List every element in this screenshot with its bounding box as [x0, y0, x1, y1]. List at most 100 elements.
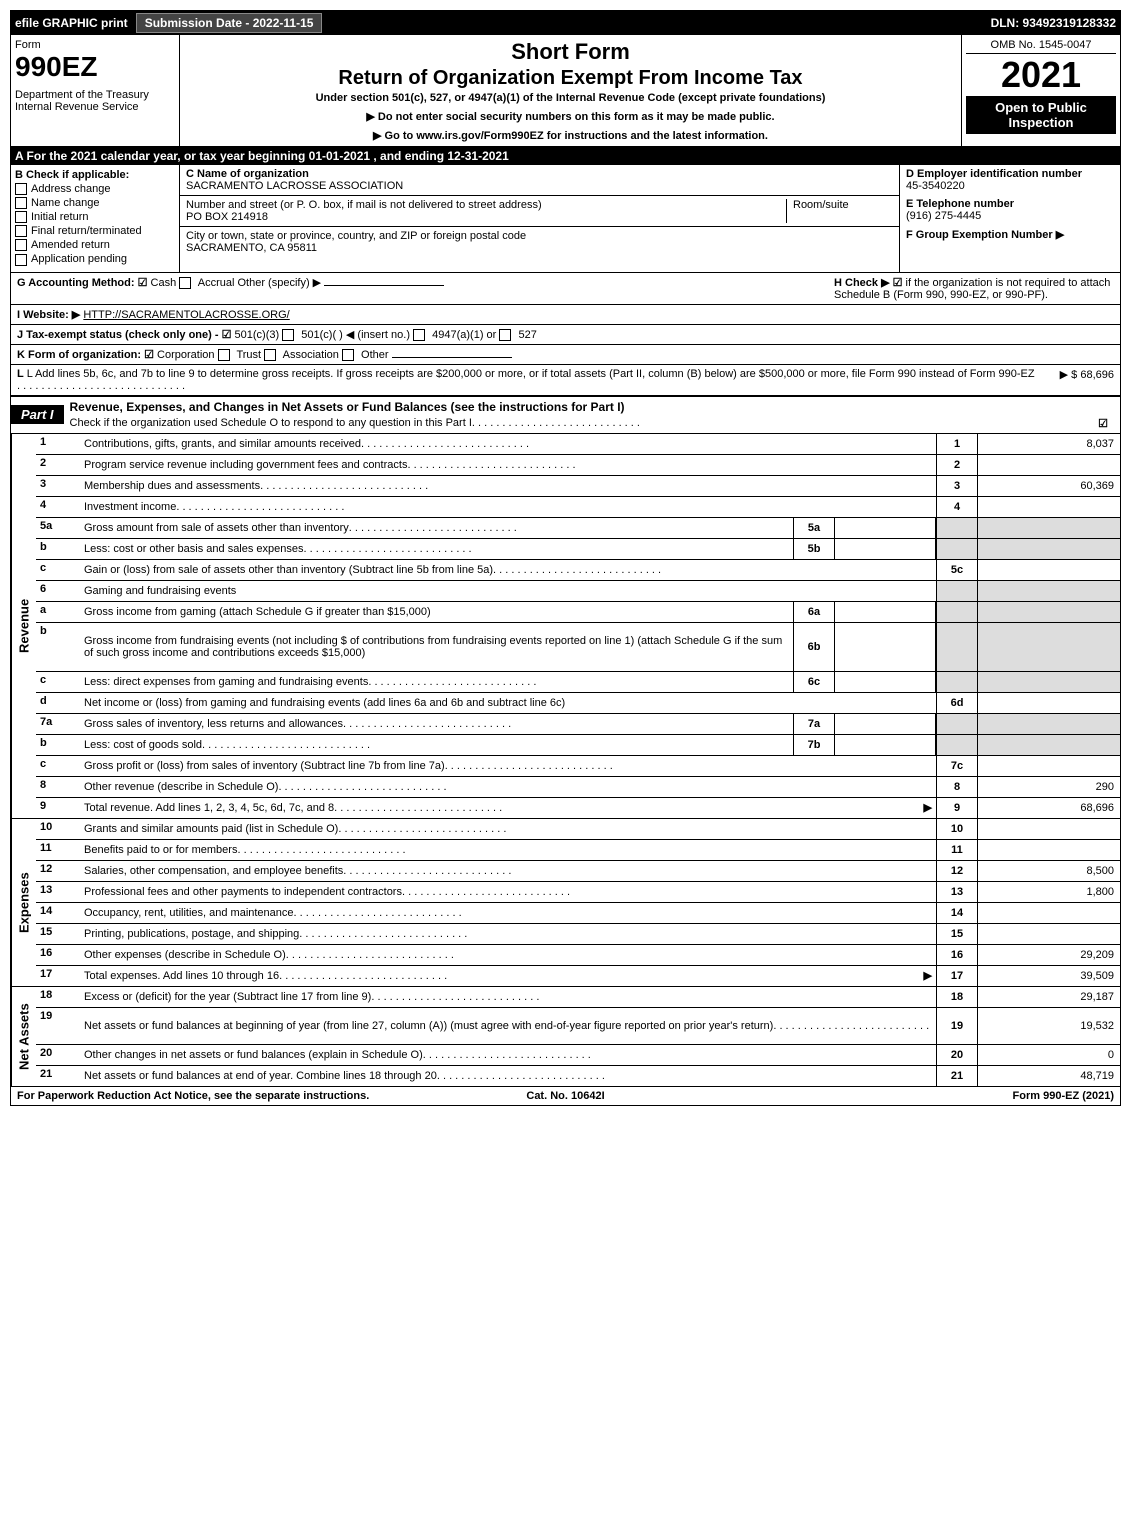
line-3-amount: 60,369 — [977, 476, 1120, 496]
tel-value: (916) 275-4445 — [906, 210, 981, 222]
501c3-check: ☑ — [222, 329, 232, 341]
accrual-label: Accrual — [198, 277, 235, 289]
line-9: 9 Total revenue. Add lines 1, 2, 3, 4, 5… — [36, 798, 1120, 818]
header-left: Form 990EZ Department of the Treasury In… — [11, 35, 180, 146]
form-header: Form 990EZ Department of the Treasury In… — [11, 35, 1120, 147]
cb-final-return[interactable]: Final return/terminated — [15, 225, 175, 237]
group-exempt-label: F Group Exemption Number ▶ — [906, 229, 1064, 241]
ein-value: 45-3540220 — [906, 180, 965, 192]
tel-label: E Telephone number — [906, 198, 1014, 210]
header-center: Short Form Return of Organization Exempt… — [180, 35, 961, 146]
submission-date: Submission Date - 2022-11-15 — [136, 13, 323, 33]
cb-initial-return[interactable]: Initial return — [15, 211, 175, 223]
assoc-check[interactable] — [264, 349, 276, 361]
501c-check[interactable] — [282, 329, 294, 341]
line-9-amount: 68,696 — [977, 798, 1120, 818]
tax-year: 2021 — [966, 54, 1116, 96]
line-19: 19 Net assets or fund balances at beginn… — [36, 1008, 1120, 1045]
cb-name-change[interactable]: Name change — [15, 197, 175, 209]
footer-formid: Form 990-EZ (2021) — [748, 1090, 1114, 1102]
room-label: Room/suite — [793, 199, 849, 211]
website-label: I Website: ▶ — [17, 309, 80, 321]
section-d: D Employer identification number 45-3540… — [899, 165, 1120, 272]
footer-left: For Paperwork Reduction Act Notice, see … — [17, 1090, 383, 1102]
line-13-amount: 1,800 — [977, 882, 1120, 902]
line-2-amount — [977, 455, 1120, 475]
netassets-section: Net Assets 18 Excess or (deficit) for th… — [11, 987, 1120, 1087]
line-12: 12 Salaries, other compensation, and emp… — [36, 861, 1120, 882]
line-6b: b Gross income from fundraising events (… — [36, 623, 1120, 672]
line-5a: 5a Gross amount from sale of assets othe… — [36, 518, 1120, 539]
tax-exempt-label: J Tax-exempt status (check only one) - — [17, 329, 219, 341]
department-label: Department of the Treasury Internal Reve… — [15, 89, 175, 113]
accrual-check[interactable] — [179, 277, 191, 289]
gross-receipts-amount: ▶ $ 68,696 — [1050, 368, 1114, 392]
line-21-amount: 48,719 — [977, 1066, 1120, 1086]
ein-row: D Employer identification number 45-3540… — [900, 165, 1120, 195]
cb-application-pending[interactable]: Application pending — [15, 253, 175, 265]
form-word: Form — [15, 39, 175, 51]
group-exempt-row: F Group Exemption Number ▶ — [900, 225, 1120, 244]
line-7a: 7a Gross sales of inventory, less return… — [36, 714, 1120, 735]
city-value: SACRAMENTO, CA 95811 — [186, 242, 317, 254]
cash-check: ☑ — [138, 277, 148, 289]
city-row: City or town, state or province, country… — [180, 227, 899, 257]
line-8: 8 Other revenue (describe in Schedule O)… — [36, 777, 1120, 798]
line-15: 15 Printing, publications, postage, and … — [36, 924, 1120, 945]
cb-address-change[interactable]: Address change — [15, 183, 175, 195]
trust-check[interactable] — [218, 349, 230, 361]
line-21: 21 Net assets or fund balances at end of… — [36, 1066, 1120, 1086]
section-bcd: B Check if applicable: Address change Na… — [11, 165, 1120, 273]
line-19-amount: 19,532 — [977, 1008, 1120, 1044]
main-title: Return of Organization Exempt From Incom… — [190, 67, 951, 90]
section-a: A For the 2021 calendar year, or tax yea… — [11, 147, 1120, 165]
section-i: I Website: ▶ HTTP://SACRAMENTOLACROSSE.O… — [11, 305, 1120, 325]
line-6c: c Less: direct expenses from gaming and … — [36, 672, 1120, 693]
4947-check[interactable] — [413, 329, 425, 341]
line-12-amount: 8,500 — [977, 861, 1120, 881]
line-1-amount: 8,037 — [977, 434, 1120, 454]
city-label: City or town, state or province, country… — [186, 230, 526, 242]
short-form-title: Short Form — [190, 39, 951, 65]
line-11: 11 Benefits paid to or for members 11 — [36, 840, 1120, 861]
schedule-o-check: ☑ — [1098, 417, 1114, 430]
form-org-label: K Form of organization: — [17, 349, 141, 361]
org-name-label: C Name of organization — [186, 168, 309, 180]
cb-amended-return[interactable]: Amended return — [15, 239, 175, 251]
goto-note: ▶ Go to www.irs.gov/Form990EZ for instru… — [190, 129, 951, 142]
revenue-section: Revenue 1 Contributions, gifts, grants, … — [11, 434, 1120, 819]
line-18-amount: 29,187 — [977, 987, 1120, 1007]
section-b: B Check if applicable: Address change Na… — [11, 165, 180, 272]
line-17: 17 Total expenses. Add lines 10 through … — [36, 966, 1120, 986]
part1-title: Revenue, Expenses, and Changes in Net As… — [64, 397, 1120, 417]
other-org-check[interactable] — [342, 349, 354, 361]
section-h-label: H Check ▶ — [834, 277, 890, 289]
line-6a: a Gross income from gaming (attach Sched… — [36, 602, 1120, 623]
expenses-section: Expenses 10 Grants and similar amounts p… — [11, 819, 1120, 987]
line-10: 10 Grants and similar amounts paid (list… — [36, 819, 1120, 840]
527-check[interactable] — [499, 329, 511, 341]
omb-number: OMB No. 1545-0047 — [966, 39, 1116, 54]
under-section: Under section 501(c), 527, or 4947(a)(1)… — [190, 92, 951, 104]
line-18: 18 Excess or (deficit) for the year (Sub… — [36, 987, 1120, 1008]
inspection-label: Open to Public Inspection — [966, 96, 1116, 134]
section-c: C Name of organization SACRAMENTO LACROS… — [180, 165, 899, 272]
line-14: 14 Occupancy, rent, utilities, and maint… — [36, 903, 1120, 924]
line-5c: c Gain or (loss) from sale of assets oth… — [36, 560, 1120, 581]
goto-text: ▶ Go to www.irs.gov/Form990EZ for instru… — [373, 130, 768, 142]
line-8-amount: 290 — [977, 777, 1120, 797]
line-7c: c Gross profit or (loss) from sales of i… — [36, 756, 1120, 777]
accounting-label: G Accounting Method: — [17, 277, 135, 289]
schedule-b-check: ☑ — [893, 277, 903, 289]
addr-label: Number and street (or P. O. box, if mail… — [186, 199, 542, 211]
netassets-side-label: Net Assets — [11, 987, 36, 1086]
website-link[interactable]: HTTP://SACRAMENTOLACROSSE.ORG/ — [83, 309, 289, 321]
form-footer: For Paperwork Reduction Act Notice, see … — [11, 1087, 1120, 1105]
line-1: 1 Contributions, gifts, grants, and simi… — [36, 434, 1120, 455]
top-bar: efile GRAPHIC print Submission Date - 20… — [11, 11, 1120, 35]
efile-label: efile GRAPHIC print — [15, 16, 128, 30]
section-k: K Form of organization: ☑ Corporation Tr… — [11, 345, 1120, 365]
footer-catno: Cat. No. 10642I — [383, 1090, 749, 1102]
section-b-label: B Check if applicable: — [15, 169, 175, 181]
org-name-row: C Name of organization SACRAMENTO LACROS… — [180, 165, 899, 196]
